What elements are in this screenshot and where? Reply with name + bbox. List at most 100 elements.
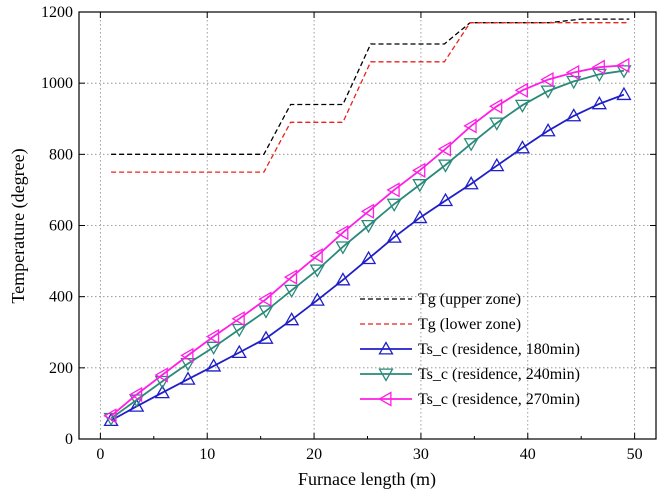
data-point bbox=[128, 386, 143, 403]
series-5 bbox=[103, 57, 630, 424]
data-point bbox=[540, 123, 556, 137]
data-point bbox=[566, 108, 582, 122]
data-point bbox=[437, 192, 454, 207]
legend-label: Tg (lower zone) bbox=[418, 316, 521, 333]
legend-item-3: Ts_c (residence, 180min) bbox=[360, 341, 580, 358]
data-point bbox=[335, 272, 351, 286]
data-point bbox=[103, 408, 117, 424]
data-point bbox=[360, 219, 377, 234]
data-point bbox=[335, 241, 351, 255]
data-point bbox=[437, 141, 452, 157]
series-line bbox=[111, 22, 630, 173]
legend-label: Ts_c (residence, 240min) bbox=[418, 366, 580, 383]
data-point bbox=[309, 264, 325, 278]
data-point bbox=[437, 159, 454, 173]
legend-label: Ts_c (residence, 270min) bbox=[418, 391, 580, 408]
data-point bbox=[154, 384, 170, 399]
series-layer bbox=[103, 18, 632, 427]
data-point bbox=[180, 347, 194, 363]
data-point bbox=[616, 86, 632, 101]
y-tick-label: 800 bbox=[49, 146, 73, 163]
data-point bbox=[591, 59, 605, 75]
legend-label: Ts_c (residence, 180min) bbox=[418, 341, 580, 358]
data-point bbox=[386, 198, 402, 212]
x-tick-label: 10 bbox=[199, 446, 215, 463]
data-point bbox=[514, 82, 528, 98]
y-tick-label: 1000 bbox=[41, 75, 73, 92]
data-point bbox=[412, 209, 428, 224]
data-point bbox=[360, 203, 375, 219]
x-tick-label: 20 bbox=[306, 446, 322, 463]
x-tick-label: 50 bbox=[627, 446, 643, 463]
data-point bbox=[231, 323, 247, 338]
data-point bbox=[335, 224, 349, 241]
y-tick-label: 600 bbox=[49, 218, 73, 235]
x-tick-label: 40 bbox=[520, 446, 536, 463]
data-point bbox=[463, 118, 477, 134]
data-point bbox=[154, 367, 168, 383]
data-point bbox=[514, 140, 531, 154]
y-tick-label: 400 bbox=[49, 289, 73, 306]
legend-marker bbox=[378, 341, 394, 355]
data-point bbox=[463, 138, 479, 152]
y-tick-label: 200 bbox=[49, 360, 73, 377]
legend-label: Tg (upper zone) bbox=[418, 291, 521, 308]
legend-marker bbox=[378, 368, 394, 382]
legend-item-4: Ts_c (residence, 240min) bbox=[360, 366, 580, 383]
legend-marker bbox=[378, 391, 392, 407]
data-point bbox=[258, 291, 272, 307]
series-line bbox=[110, 64, 624, 417]
data-point bbox=[591, 68, 607, 83]
data-point bbox=[463, 176, 479, 190]
data-point bbox=[591, 95, 607, 110]
data-point bbox=[412, 179, 428, 193]
data-point bbox=[180, 371, 196, 385]
data-point bbox=[231, 311, 245, 327]
data-point bbox=[489, 117, 505, 131]
data-point bbox=[258, 330, 274, 344]
data-point bbox=[540, 71, 554, 88]
data-point bbox=[360, 250, 377, 265]
data-point bbox=[489, 157, 505, 172]
data-point bbox=[154, 375, 170, 390]
data-point bbox=[258, 305, 274, 319]
y-tick-label: 1200 bbox=[41, 4, 73, 21]
series-3 bbox=[103, 86, 632, 427]
data-point bbox=[565, 64, 580, 81]
data-point bbox=[514, 99, 531, 114]
data-point bbox=[540, 85, 556, 99]
data-point bbox=[284, 311, 300, 326]
data-point bbox=[129, 398, 145, 412]
data-point bbox=[283, 269, 298, 285]
legend-item-1: Tg (upper zone) bbox=[360, 291, 521, 308]
x-axis-title: Furnace length (m) bbox=[298, 469, 436, 490]
data-point bbox=[231, 344, 247, 359]
legend-item-5: Ts_c (residence, 270min) bbox=[360, 391, 580, 408]
legend-item-2: Tg (lower zone) bbox=[360, 316, 521, 333]
data-point bbox=[412, 162, 426, 178]
data-point bbox=[616, 57, 630, 73]
data-point bbox=[205, 328, 220, 345]
series-line bbox=[111, 18, 630, 155]
x-tick-label: 0 bbox=[96, 446, 104, 463]
y-tick-label: 0 bbox=[65, 431, 73, 448]
series-line bbox=[110, 93, 625, 422]
legend: Tg (upper zone) Tg (lower zone) Ts_c (resi… bbox=[360, 291, 580, 408]
x-tick-label: 30 bbox=[413, 446, 429, 463]
data-point bbox=[386, 182, 400, 198]
data-point bbox=[309, 292, 325, 306]
data-point bbox=[206, 358, 222, 372]
data-point bbox=[103, 412, 119, 427]
series-2 bbox=[111, 22, 630, 173]
series-1 bbox=[111, 18, 630, 155]
data-point bbox=[488, 98, 503, 114]
series-line bbox=[110, 69, 625, 420]
y-axis-title: Temperature (degree) bbox=[8, 148, 29, 303]
data-point bbox=[284, 284, 300, 299]
data-point bbox=[206, 341, 222, 356]
data-point bbox=[309, 248, 323, 264]
data-point bbox=[386, 229, 402, 243]
ticks: 0 10 20 30 40 50 0 200 400 600 800 1000 1200 bbox=[41, 4, 656, 463]
